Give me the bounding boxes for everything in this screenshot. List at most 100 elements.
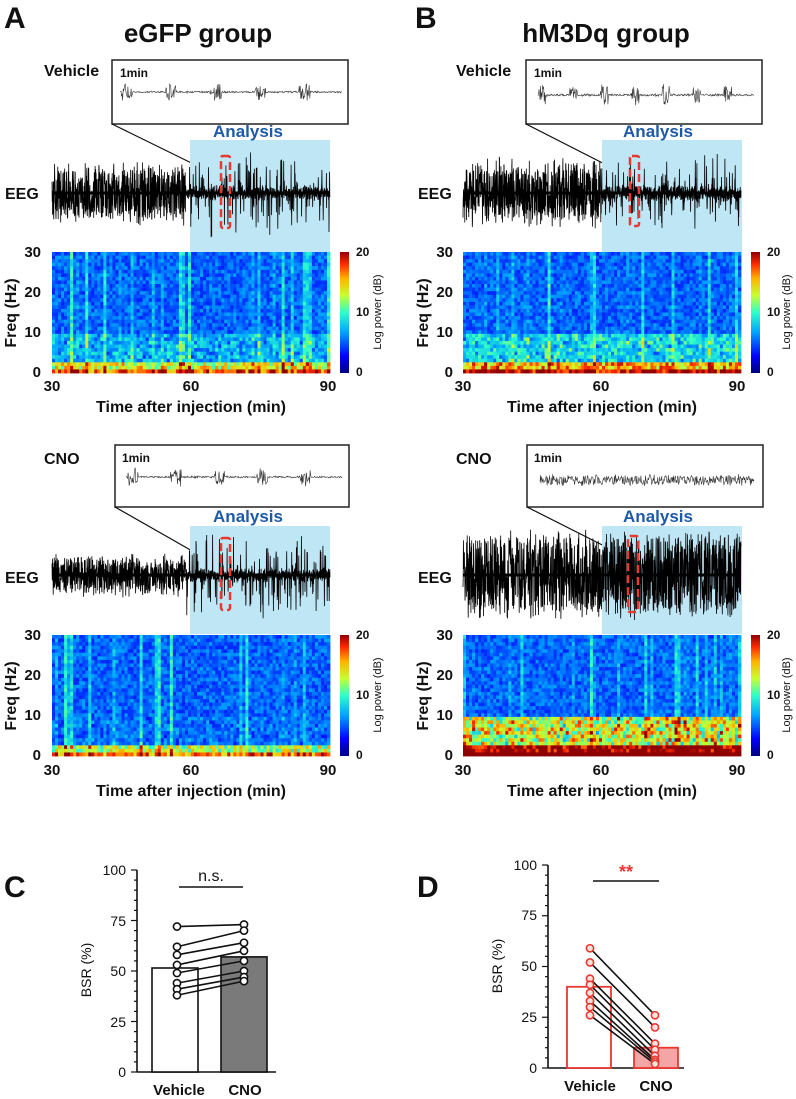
spectrogram-cell bbox=[136, 262, 141, 267]
spectrogram-cell bbox=[136, 667, 141, 671]
spectrogram-cell bbox=[136, 266, 141, 271]
spectrogram-cell bbox=[230, 287, 234, 292]
spectrogram-cell bbox=[55, 699, 59, 704]
spectrogram-cell bbox=[106, 652, 110, 657]
spectrogram-cell bbox=[91, 645, 95, 650]
spectrogram-cell bbox=[136, 656, 141, 661]
spectrogram-cell bbox=[215, 255, 219, 260]
spectrogram-cell bbox=[127, 259, 131, 264]
spectrogram-cell bbox=[299, 298, 304, 303]
spectrogram-cell bbox=[197, 269, 201, 274]
spectrogram-cell bbox=[172, 312, 177, 317]
spectrogram-cell bbox=[109, 333, 113, 338]
spectrogram-cell bbox=[212, 362, 216, 367]
spectrogram-cell bbox=[85, 635, 89, 639]
spectrogram-cell bbox=[184, 362, 189, 367]
spectrogram-cell bbox=[154, 284, 159, 288]
spectrogram-cell bbox=[130, 652, 134, 657]
spectrogram-cell bbox=[172, 649, 177, 654]
spectrogram-cell bbox=[109, 691, 113, 696]
spectrogram-cell bbox=[82, 294, 86, 299]
spectrogram-cell bbox=[175, 663, 180, 668]
spectrogram-cell bbox=[284, 323, 289, 328]
spectrogram-cell bbox=[115, 323, 119, 328]
spectrogram-cell bbox=[172, 656, 177, 661]
spectrogram-cell bbox=[181, 344, 186, 349]
spectrogram-cell bbox=[175, 656, 180, 661]
spectrogram-cell bbox=[320, 340, 325, 345]
spectrogram-cell bbox=[242, 252, 246, 256]
spectrogram-cell bbox=[236, 262, 240, 267]
spectrogram-cell bbox=[82, 667, 86, 671]
spectrogram-cell bbox=[194, 259, 198, 264]
spectrogram-cell bbox=[254, 319, 258, 324]
spectrogram-cell bbox=[115, 741, 119, 746]
spectrogram-cell bbox=[91, 308, 95, 313]
spectrogram-cell bbox=[263, 269, 267, 274]
spectrogram-cell bbox=[121, 731, 125, 736]
spectrogram-cell bbox=[203, 741, 207, 746]
spectrogram-cell bbox=[133, 291, 138, 296]
spectrogram-cell bbox=[55, 355, 59, 360]
spectrogram-cell bbox=[239, 273, 243, 278]
spectrogram-cell bbox=[118, 716, 122, 721]
spectrogram-cell bbox=[269, 351, 273, 356]
spectrogram-cell bbox=[55, 713, 59, 718]
spectrogram-cell bbox=[94, 667, 98, 671]
spectrogram-cell bbox=[166, 337, 171, 342]
spectrogram-cell bbox=[221, 326, 225, 331]
spectrogram-cell bbox=[61, 638, 65, 643]
spectrogram-cell bbox=[115, 255, 119, 260]
spectrogram-cell bbox=[200, 259, 204, 264]
spectrogram-cell bbox=[109, 738, 113, 743]
spectrogram-cell bbox=[139, 348, 144, 353]
spectrogram-cell bbox=[79, 294, 83, 299]
spectrogram-cell bbox=[79, 745, 83, 750]
spectrogram-cell bbox=[254, 316, 258, 321]
spectrogram-cell bbox=[94, 266, 98, 271]
spectrogram-cell bbox=[248, 312, 252, 317]
spectrogram-cell bbox=[169, 677, 174, 682]
spectrogram-cell bbox=[154, 340, 159, 345]
spectrogram-cell bbox=[79, 706, 83, 711]
spectrogram-cell bbox=[106, 269, 110, 274]
spectrogram-cell bbox=[55, 667, 59, 671]
spectrogram-cell bbox=[115, 723, 119, 728]
spectrogram-cell bbox=[224, 284, 228, 288]
spectrogram-cell bbox=[260, 305, 264, 310]
spectrogram-cell bbox=[191, 280, 195, 285]
spectrogram-cell bbox=[121, 663, 125, 668]
spectrogram-cell bbox=[73, 734, 77, 739]
spectrogram-cell bbox=[197, 262, 201, 267]
spectrogram-cell bbox=[133, 741, 138, 746]
spectrogram-cell bbox=[197, 731, 201, 736]
spectrogram-cell bbox=[166, 677, 171, 682]
spectrogram-cell bbox=[160, 723, 165, 728]
spectrogram-cell bbox=[200, 308, 204, 313]
spectrogram-cell bbox=[76, 659, 80, 664]
spectrogram-cell bbox=[181, 358, 186, 363]
spectrogram-cell bbox=[76, 699, 80, 704]
spectrogram-cell bbox=[148, 691, 153, 696]
spectrogram-cell bbox=[151, 731, 156, 736]
spectrogram-cell bbox=[272, 358, 277, 363]
spectrogram-cell bbox=[194, 337, 198, 342]
spectrogram-cell bbox=[302, 365, 307, 370]
spectrogram-cell bbox=[184, 674, 189, 679]
spectrogram-cell bbox=[224, 276, 228, 281]
spectrogram-cell bbox=[224, 291, 228, 296]
spectrogram-cell bbox=[320, 255, 325, 260]
spectrogram-cell bbox=[326, 312, 331, 317]
spectrogram-cell bbox=[209, 269, 213, 274]
spectrogram-cell bbox=[281, 252, 286, 256]
spectrogram-cell bbox=[109, 330, 113, 335]
spectrogram-cell bbox=[139, 362, 144, 367]
spectrogram-cell bbox=[323, 259, 328, 264]
spectrogram-cell bbox=[194, 301, 198, 306]
spectrogram-cell bbox=[97, 269, 101, 274]
spectrogram-cell bbox=[70, 752, 74, 757]
spectrogram-cell bbox=[52, 284, 56, 288]
spectrogram-cell bbox=[82, 358, 86, 363]
spectrogram-cell bbox=[91, 301, 95, 306]
spectrogram-cell bbox=[203, 652, 207, 657]
